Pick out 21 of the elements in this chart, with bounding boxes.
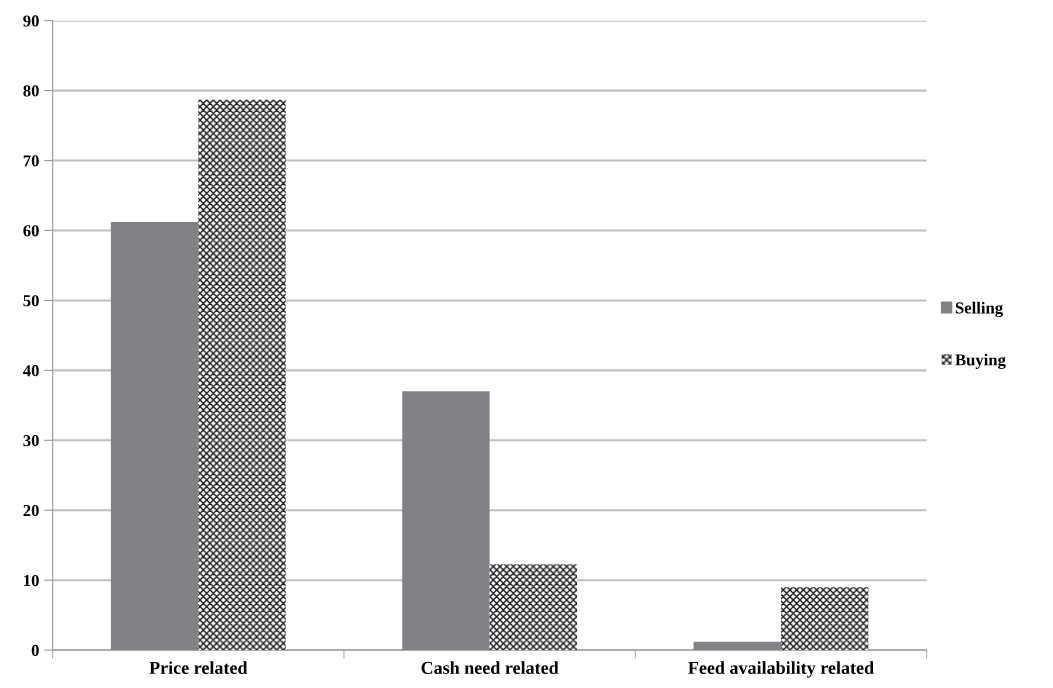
legend-label: Buying bbox=[955, 353, 1006, 369]
legend-label: Selling bbox=[955, 301, 1003, 318]
x-tick-label: Feed availability related bbox=[688, 661, 874, 678]
y-tick-label: 90 bbox=[23, 15, 39, 27]
bar bbox=[693, 641, 781, 651]
y-tick-label: 10 bbox=[24, 574, 39, 587]
y-tick-label: 50 bbox=[23, 295, 39, 307]
bar bbox=[198, 99, 286, 651]
bar bbox=[402, 391, 490, 651]
y-tick-label: 80 bbox=[23, 85, 39, 97]
bar bbox=[110, 222, 199, 651]
bar bbox=[780, 587, 869, 651]
y-tick-label: 20 bbox=[23, 504, 39, 517]
x-tick-label: Cash need related bbox=[421, 661, 559, 674]
y-tick-label: 40 bbox=[23, 365, 39, 377]
y-tick-label: 70 bbox=[23, 155, 39, 167]
y-tick-label: 60 bbox=[23, 225, 39, 237]
x-tick-label: Price related bbox=[149, 661, 248, 674]
y-tick-label: 30 bbox=[23, 435, 39, 447]
bar bbox=[489, 564, 578, 651]
y-tick-label: 0 bbox=[31, 644, 39, 657]
